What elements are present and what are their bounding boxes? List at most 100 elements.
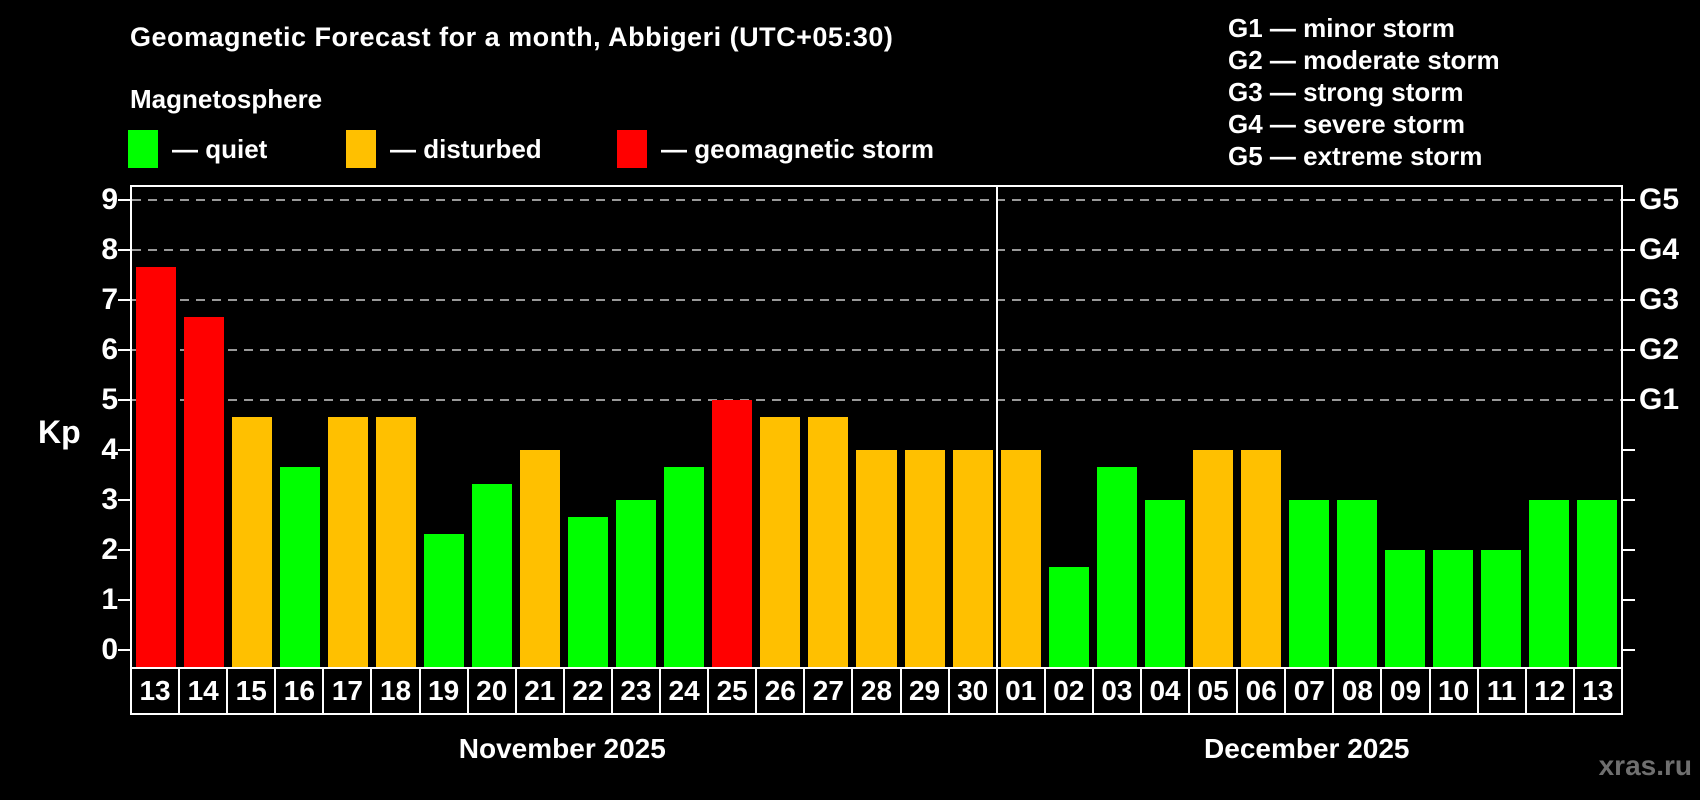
y-tick-label-0: 0	[101, 633, 118, 666]
day-label: 17	[322, 667, 373, 715]
day-label: 14	[178, 667, 229, 715]
legend-label-quiet: — quiet	[172, 133, 268, 164]
day-label: 07	[1284, 667, 1335, 715]
tick-right-kp8	[1623, 249, 1635, 251]
legend-item-quiet: — quiet	[128, 130, 267, 168]
kp-bar-day-30-disturbed	[952, 450, 993, 667]
y-tick-label-1: 1	[101, 583, 118, 616]
kp-bar-day-15-disturbed	[232, 416, 273, 667]
x-axis-day-labels: 13 14 15 16 17 18 19 20 21 22 23 24 25 26 27 28 29 30 01 02…	[130, 667, 1623, 715]
day-label: 30	[947, 667, 998, 715]
tick-right-kp1	[1623, 599, 1635, 601]
y-tick-label-7: 7	[101, 283, 118, 316]
day-label: 04	[1139, 667, 1191, 715]
kp-bar-day-20-quiet	[472, 483, 513, 667]
y-tick-label-6: 6	[101, 333, 118, 366]
day-label: 01	[995, 667, 1046, 715]
kp-bar-day-19-quiet	[424, 533, 465, 667]
legend-item-disturbed: — disturbed	[346, 130, 542, 168]
tick-left-kp6	[118, 349, 130, 351]
kp-bar-day-28-disturbed	[856, 450, 897, 667]
g-legend-line-2: G2 — moderate storm	[1228, 45, 1500, 75]
kp-bar-day-02-quiet	[1048, 566, 1089, 667]
disturbed-color-swatch	[346, 130, 376, 168]
tick-right-kp4	[1623, 449, 1635, 451]
kp-bar-day-11-quiet	[1480, 550, 1521, 667]
month-label-november: November 2025	[458, 733, 666, 764]
kp-bar-day-16-quiet	[280, 466, 321, 667]
kp-bar-day-22-quiet	[568, 516, 609, 667]
g-legend-line-4: G4 — severe storm	[1228, 109, 1466, 139]
gridline-kp7	[132, 299, 1621, 301]
tick-right-kp6	[1623, 349, 1635, 351]
legend-item-storm: — geomagnetic storm	[617, 130, 934, 168]
kp-bar-day-25-storm	[712, 400, 753, 667]
day-label: 09	[1380, 667, 1431, 715]
tick-right-kp9	[1623, 199, 1635, 201]
kp-bar-day-21-disturbed	[520, 450, 561, 667]
day-label: 11	[1476, 667, 1527, 715]
tick-right-kp0	[1623, 649, 1635, 651]
tick-left-kp1	[118, 599, 130, 601]
gridline-kp9	[132, 199, 1621, 201]
g-scale-label-g4: G4	[1639, 233, 1680, 266]
tick-right-kp5	[1623, 399, 1635, 401]
gridline-kp5	[132, 399, 1621, 401]
tick-left-kp5	[118, 399, 130, 401]
quiet-color-swatch	[128, 130, 158, 168]
tick-left-kp4	[118, 449, 130, 451]
day-label: 16	[274, 667, 325, 715]
kp-bar-day-04-quiet	[1144, 500, 1185, 667]
day-label: 05	[1188, 667, 1239, 715]
kp-bar-day-12-quiet	[1528, 500, 1569, 667]
day-label: 10	[1428, 667, 1479, 715]
tick-left-kp3	[118, 499, 130, 501]
kp-bar-day-06-disturbed	[1240, 450, 1281, 667]
tick-left-kp8	[118, 249, 130, 251]
day-label: 26	[755, 667, 806, 715]
day-label: 02	[1043, 667, 1094, 715]
day-label: 15	[226, 667, 277, 715]
kp-bar-day-07-quiet	[1288, 500, 1329, 667]
day-label: 23	[610, 667, 662, 715]
day-label: 21	[514, 667, 565, 715]
day-label: 13	[130, 667, 181, 715]
y-tick-label-9: 9	[101, 183, 118, 216]
gridline-kp8	[132, 249, 1621, 251]
kp-bar-day-29-disturbed	[904, 450, 945, 667]
month-label-december: December 2025	[1204, 733, 1410, 764]
g-scale-label-g1: G1	[1639, 383, 1680, 416]
tick-left-kp9	[118, 199, 130, 201]
day-label: 22	[562, 667, 613, 715]
kp-bar-day-24-quiet	[664, 466, 705, 667]
y-tick-label-3: 3	[101, 483, 118, 516]
day-label: 20	[466, 667, 517, 715]
kp-bar-day-03-quiet	[1096, 466, 1137, 667]
day-label: 08	[1332, 667, 1383, 715]
day-label: 19	[418, 667, 469, 715]
g-legend-line-3: G3 — strong storm	[1228, 77, 1464, 107]
kp-bar-day-27-disturbed	[808, 416, 849, 667]
tick-left-kp2	[118, 549, 130, 551]
plot-area: G1 G2 G3 G4 G5 0 1 2 3 4 5 6 7 8 9	[101, 184, 1679, 667]
kp-bar-day-01-disturbed	[1000, 450, 1041, 667]
g-scale-legend: G1 — minor storm G2 — moderate storm G3 — …	[1228, 12, 1500, 172]
day-label: 06	[1236, 667, 1287, 715]
y-axis-title: Kp	[38, 414, 81, 450]
g-scale-label-g2: G2	[1639, 333, 1680, 366]
tick-right-kp7	[1623, 299, 1635, 301]
watermark: xras.ru	[1598, 750, 1692, 781]
kp-bar-day-14-storm	[184, 316, 225, 667]
day-label: 12	[1524, 667, 1575, 715]
kp-bar-day-05-disturbed	[1192, 450, 1233, 667]
day-label: 25	[707, 667, 758, 715]
page-title: Geomagnetic Forecast for a month, Abbige…	[130, 22, 894, 52]
tick-left-kp0	[118, 649, 130, 651]
kp-bar-day-08-quiet	[1336, 500, 1377, 667]
g-legend-line-5: G5 — extreme storm	[1228, 141, 1483, 171]
legend-label-disturbed: — disturbed	[390, 133, 542, 164]
y-tick-label-4: 4	[101, 433, 118, 466]
g-scale-label-g5: G5	[1639, 183, 1680, 216]
tick-left-kp7	[118, 299, 130, 301]
